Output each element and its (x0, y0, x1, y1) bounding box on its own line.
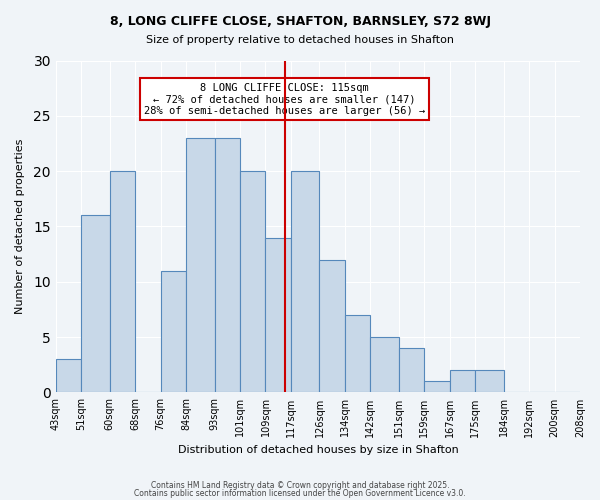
Bar (399, 348, 424, 393)
Bar (161, 270, 186, 392)
Bar (81, 216, 110, 392)
Bar (475, 370, 504, 392)
Bar (345, 315, 370, 392)
Bar (319, 260, 345, 392)
Bar (424, 382, 450, 392)
Text: 8 LONG CLIFFE CLOSE: 115sqm
← 72% of detached houses are smaller (147)
28% of se: 8 LONG CLIFFE CLOSE: 115sqm ← 72% of det… (144, 82, 425, 116)
Text: Size of property relative to detached houses in Shafton: Size of property relative to detached ho… (146, 35, 454, 45)
Bar (240, 171, 265, 392)
Y-axis label: Number of detached properties: Number of detached properties (15, 139, 25, 314)
Bar (265, 238, 291, 392)
X-axis label: Distribution of detached houses by size in Shafton: Distribution of detached houses by size … (178, 445, 458, 455)
Text: Contains public sector information licensed under the Open Government Licence v3: Contains public sector information licen… (134, 488, 466, 498)
Text: 8, LONG CLIFFE CLOSE, SHAFTON, BARNSLEY, S72 8WJ: 8, LONG CLIFFE CLOSE, SHAFTON, BARNSLEY,… (110, 15, 491, 28)
Bar (215, 138, 240, 392)
Bar (370, 337, 399, 392)
Bar (110, 171, 135, 392)
Bar (56, 359, 81, 392)
Bar (186, 138, 215, 392)
Text: Contains HM Land Registry data © Crown copyright and database right 2025.: Contains HM Land Registry data © Crown c… (151, 481, 449, 490)
Bar (291, 171, 319, 392)
Bar (450, 370, 475, 392)
